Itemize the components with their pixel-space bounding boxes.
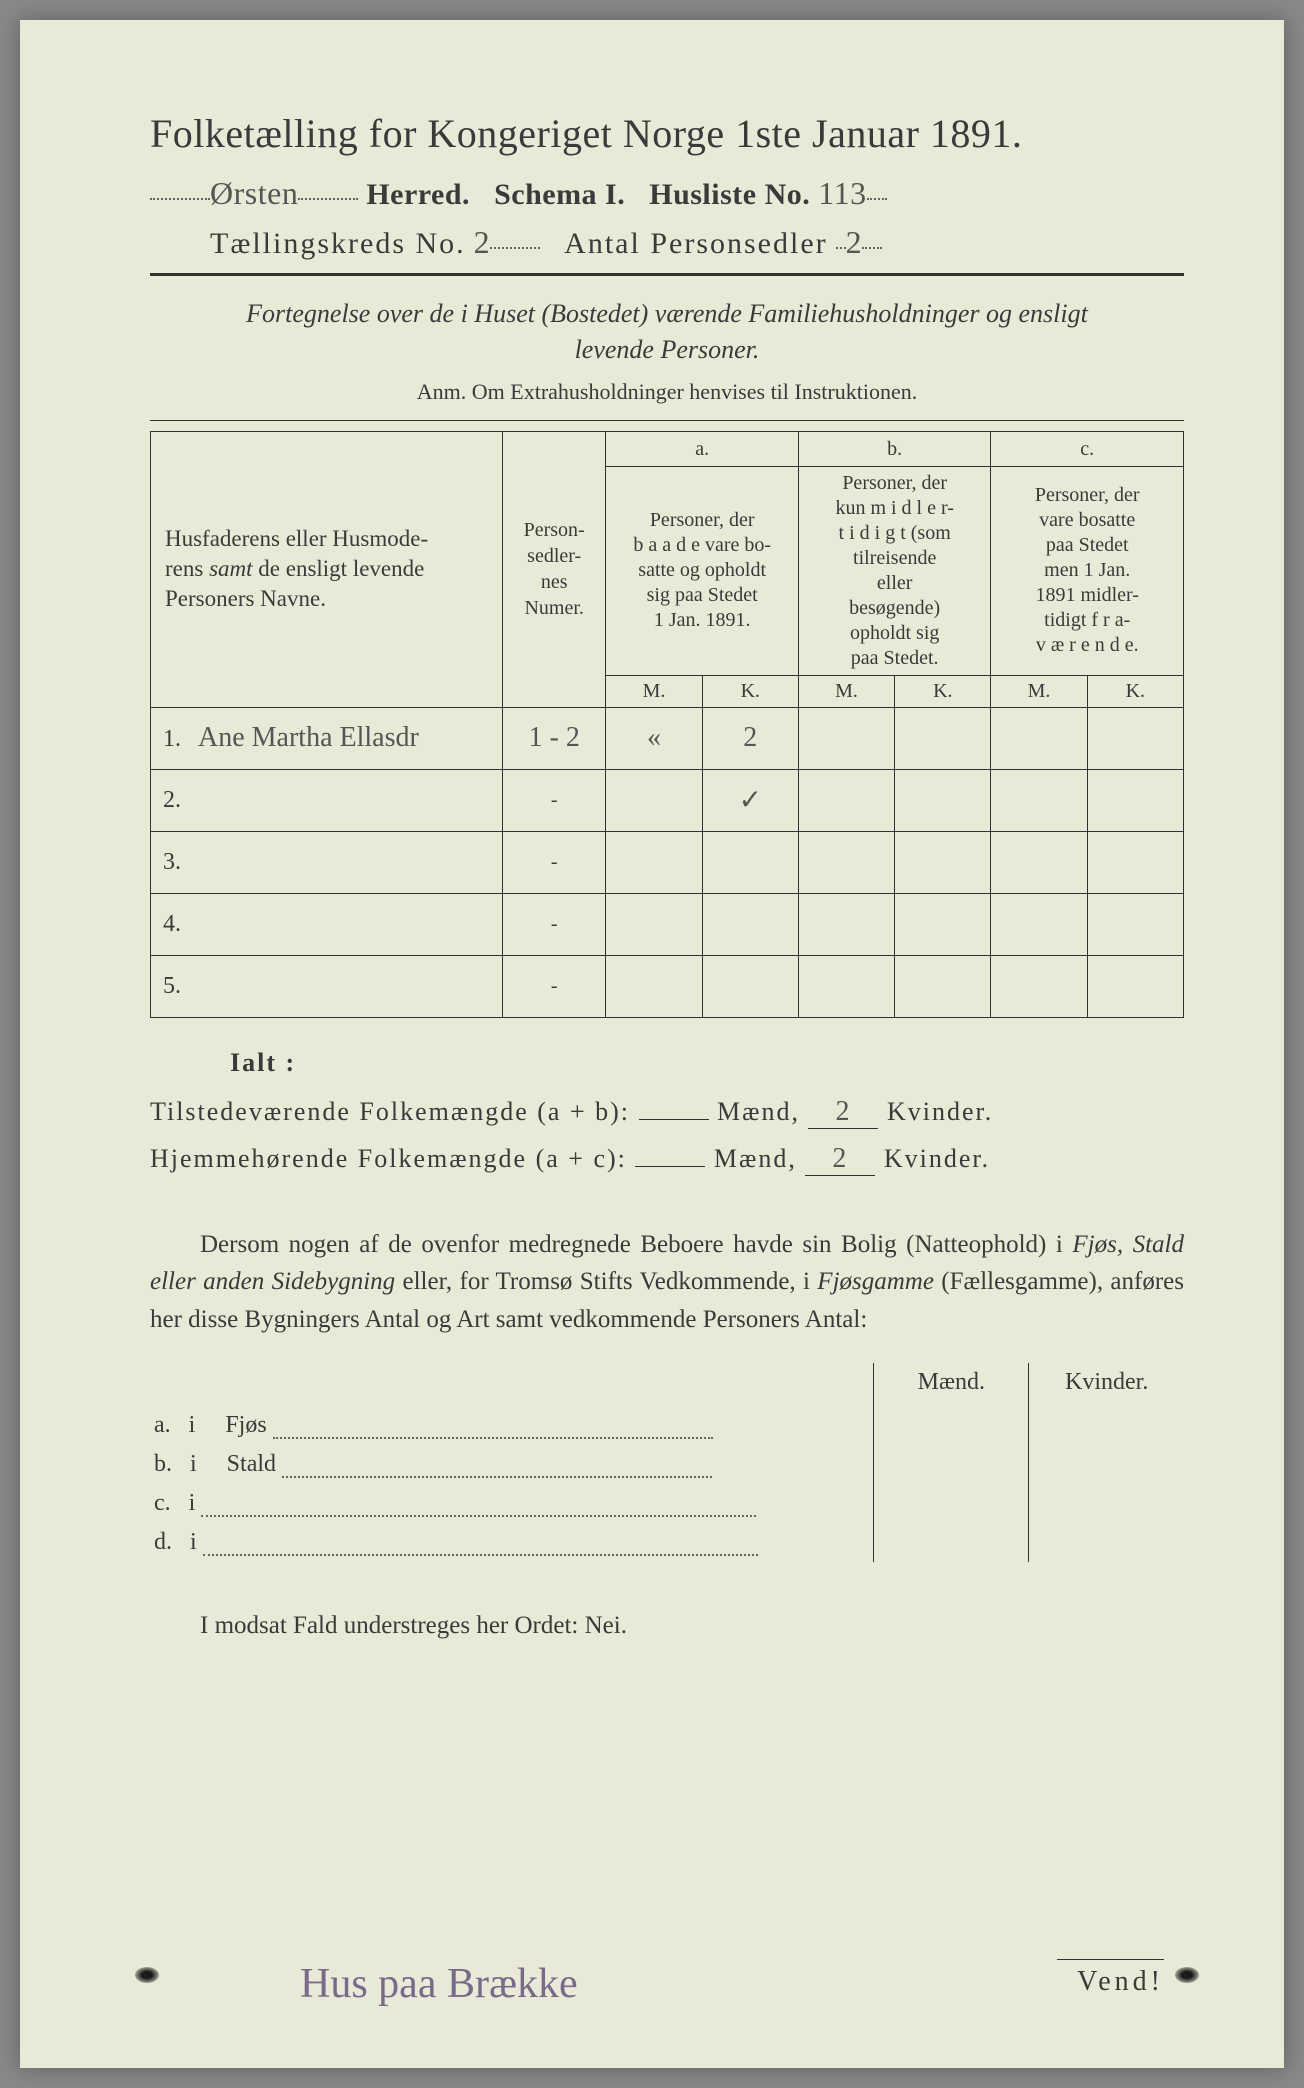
col-c-header: Personer, dervare bosattepaa Stedetmen 1… [991,466,1184,675]
col-c-m: M. [991,675,1087,707]
antal-label: Antal Personsedler [564,227,827,260]
kvinder-label: Kvinder. [887,1097,993,1126]
husliste-label: Husliste No. [649,178,810,211]
b-name: Stald [227,1451,276,1477]
schema-label: Schema I. [494,178,625,211]
building-maend-header: Mænd. [874,1363,1029,1406]
building-paragraph: Dersom nogen af de ovenfor medregnede Be… [150,1226,1184,1339]
row-name-hw: Ane Martha Ellasdr [198,722,419,753]
row-num: 3. [163,849,193,876]
maend-label: Mænd, [714,1144,797,1173]
col-b-header: Personer, derkun m i d l e r-t i d i g t… [798,466,991,675]
subtitle-line1: Fortegnelse over de i Huset (Bostedet) v… [246,299,1088,328]
census-form-page: Folketælling for Kongeriget Norge 1ste J… [20,20,1284,2068]
b-lbl: b. [154,1451,172,1477]
page-title: Folketælling for Kongeriget Norge 1ste J… [150,110,1184,157]
col-c-k: K. [1087,675,1183,707]
sum-line-ac: Hjemmehørende Folkemængde (a + c): Mænd,… [150,1143,1184,1176]
b-i: i [189,1490,196,1516]
col-a-header: Personer, derb a a d e vare bo-satte og … [606,466,799,675]
sum-ab-k: 2 [808,1096,878,1129]
row-num: 4. [163,911,193,938]
antal-handwritten: 2 [846,224,863,261]
b-lbl: c. [154,1490,171,1516]
cell-num: - [551,789,558,811]
col-b-m: M. [798,675,894,707]
b-i: i [190,1451,197,1477]
footer-handwritten: Hus paa Brække [300,1960,578,2008]
b-lbl: a. [154,1412,171,1438]
herred-line: Ørsten Herred. Schema I. Husliste No. 11… [150,175,1184,212]
building-kvinder-header: Kvinder. [1029,1363,1184,1406]
col-a-k: K. [702,675,798,707]
col-num-header: Person-sedler-nesNumer. [502,431,606,707]
b-lbl: d. [154,1529,172,1555]
main-table: Husfaderens eller Husmode-rens samt de e… [150,431,1184,1018]
building-row: d. i [150,1523,1184,1562]
divider-thin [150,420,1184,421]
building-row: a. i Fjøs [150,1406,1184,1445]
divider [150,273,1184,276]
subtitle: Fortegnelse over de i Huset (Bostedet) v… [150,296,1184,369]
cell: 2 [743,722,757,753]
col-b-k: K. [895,675,991,707]
nei-line: I modsat Fald understreges her Ordet: Ne… [150,1612,1184,1640]
cell-num: 1 - 2 [529,722,580,753]
sum-ab-m [639,1119,709,1120]
cell: ✓ [739,785,762,816]
herred-handwritten: Ørsten [210,175,298,212]
cell-num: - [551,913,558,935]
kreds-line: Tællingskreds No. 2 Antal Personsedler 2 [150,224,1184,261]
kreds-handwritten: 2 [474,224,491,261]
sum-ac-m [635,1166,705,1167]
kreds-label: Tællingskreds No. [210,227,466,260]
husliste-handwritten: 113 [818,175,866,212]
building-row: b. i Stald [150,1445,1184,1484]
maend-label: Mænd, [717,1097,800,1126]
totals-section: Ialt : Tilstedeværende Folkemængde (a + … [150,1048,1184,1176]
kvinder-label: Kvinder. [884,1144,990,1173]
col-c-top: c. [991,431,1184,466]
ialt-label: Ialt : [230,1048,1184,1078]
row-num: 5. [163,973,193,1000]
subtitle-line2: levende Personer. [575,335,760,364]
sum-ac-k: 2 [805,1143,875,1176]
b-i: i [189,1412,196,1438]
table-row: 3. - [151,831,1184,893]
sum-ab-label: Tilstedeværende Folkemængde (a + b): [150,1097,630,1126]
row-num: 2. [163,787,193,814]
cell-num: - [551,975,558,997]
col-a-m: M. [606,675,702,707]
b-i: i [190,1529,197,1555]
table-row: 2. - ✓ [151,769,1184,831]
col-a-top: a. [606,431,799,466]
table-row: 1. Ane Martha Ellasdr 1 - 2 « 2 [151,707,1184,769]
cell: « [647,722,661,753]
b-name: Fjøs [225,1412,266,1438]
building-row: c. i [150,1484,1184,1523]
inkhole-icon [135,1967,159,1983]
row-num: 1. [163,726,193,753]
table-row: 4. - [151,893,1184,955]
sum-line-ab: Tilstedeværende Folkemængde (a + b): Mæn… [150,1096,1184,1129]
cell-num: - [551,851,558,873]
sum-ac-label: Hjemmehørende Folkemængde (a + c): [150,1144,627,1173]
col-name-header: Husfaderens eller Husmode-rens samt de e… [151,431,503,707]
vend-label: Vend! [1057,1959,1164,1998]
inkhole-icon [1175,1967,1199,1983]
herred-label: Herred. [366,178,470,211]
col-b-top: b. [798,431,991,466]
table-row: 5. - [151,955,1184,1017]
anm-note: Anm. Om Extrahusholdninger henvises til … [150,379,1184,405]
building-section: Mænd. Kvinder. a. i Fjøs b. i Stald c. i… [150,1363,1184,1562]
